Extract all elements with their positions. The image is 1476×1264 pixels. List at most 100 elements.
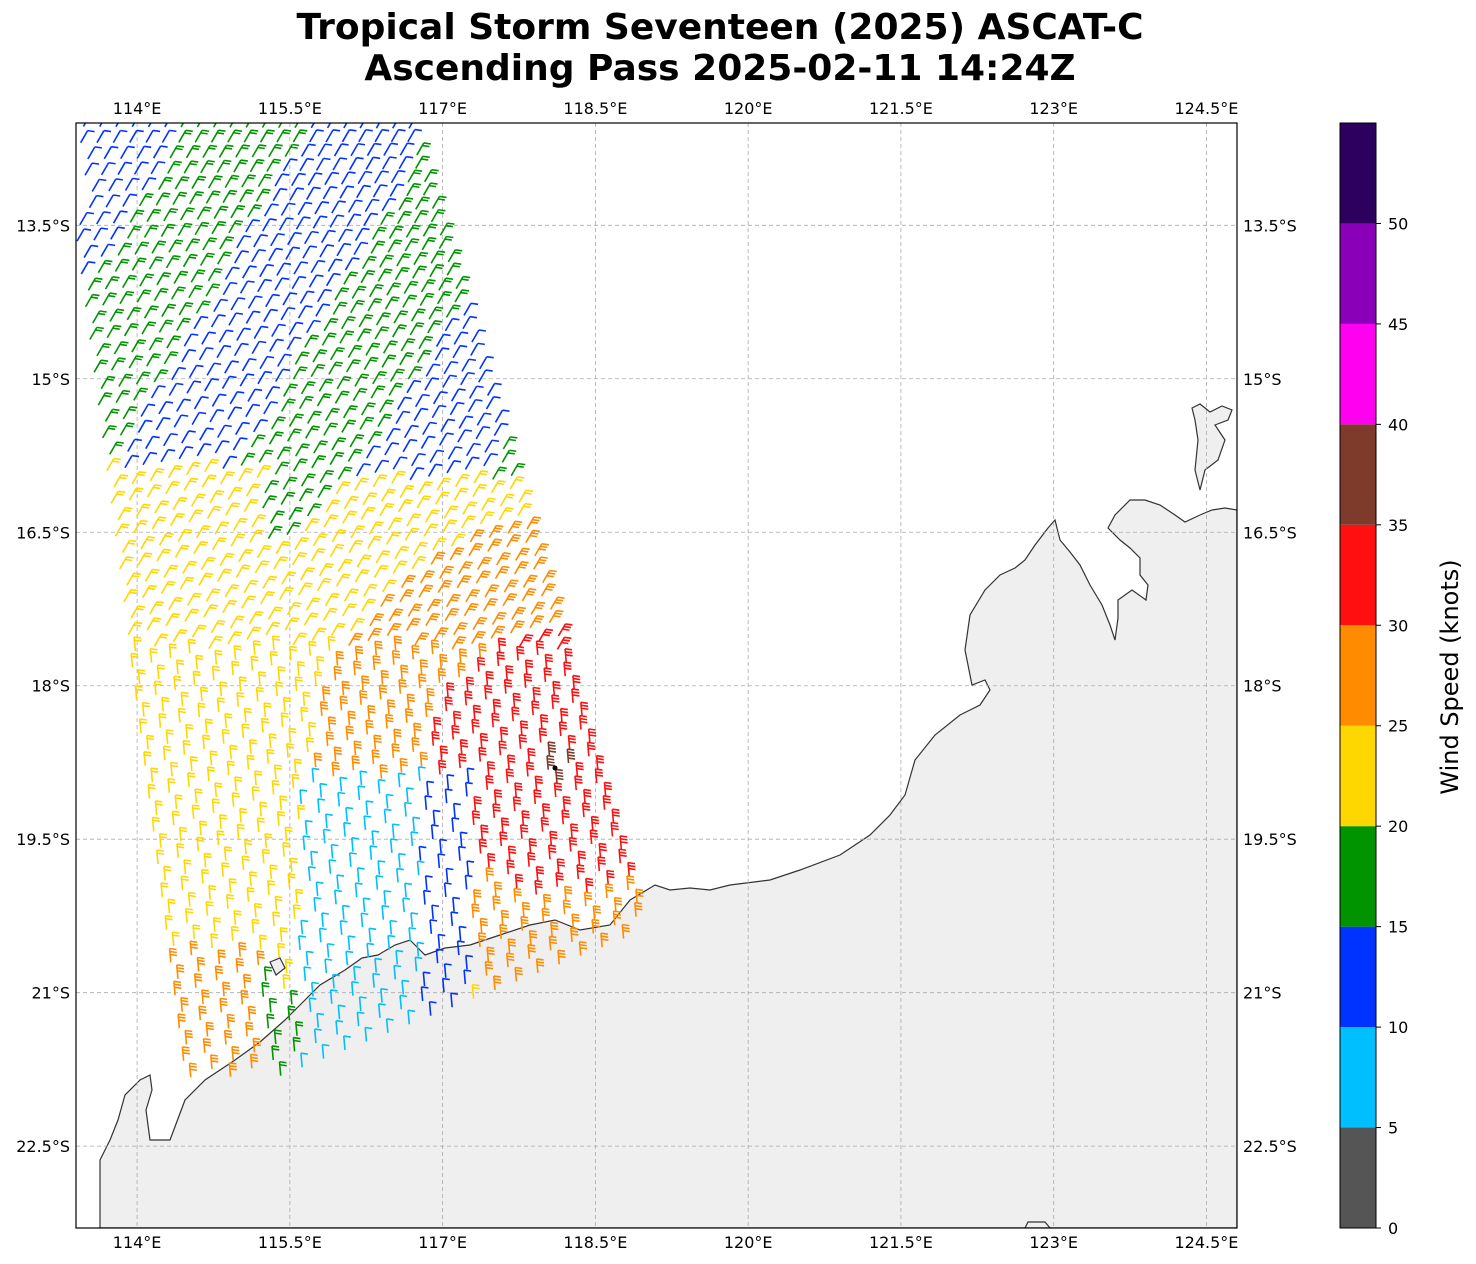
colorbar-bin [1340,524,1376,626]
wind-barb [148,337,164,351]
wind-barb [242,973,252,989]
wind-barb [209,750,218,766]
wind-barb [161,303,177,317]
wind-barb [251,144,267,158]
wind-barb [257,173,273,188]
wind-barb [165,612,181,627]
wind-barb [227,406,243,420]
wind-barb [193,972,203,988]
lat-tick-label: 13.5°S [16,216,70,235]
wind-barb [277,353,292,367]
wind-barb [570,927,579,942]
wind-barb [156,548,171,562]
wind-barb [479,732,489,748]
wind-barb [417,481,433,495]
wind-barb [483,597,498,612]
wind-barb [110,490,126,504]
wind-barb [300,706,309,722]
wind-barb [380,593,396,608]
wind-barb [141,177,157,191]
lon-tick-labels-bottom: 114°E 115.5°E 117°E 118.5°E 120°E 121.5°E 123°… [113,1233,1239,1252]
wind-barb [402,294,418,308]
wind-barb [380,669,390,685]
wind-barb [311,627,327,641]
wind-barb [414,632,430,646]
wind-barb [323,422,338,436]
wind-barb [162,745,172,761]
wind-barb [121,539,137,554]
wind-barb [408,926,417,942]
wind-barb [149,467,165,482]
wind-barb [122,193,138,207]
wind-barb [323,317,339,332]
lon-tick-label: 117°E [418,99,467,118]
wind-barb [211,393,227,407]
wind-barb [380,211,395,226]
wind-barb [309,129,324,143]
wind-barb [182,560,197,574]
wind-barb [446,593,461,608]
wind-barb [243,579,259,594]
wind-barb [419,292,435,307]
wind-barb [341,680,350,696]
wind-barb [443,882,452,898]
wind-barb [133,387,148,401]
wind-barb [156,664,165,680]
wind-barb [305,597,321,611]
lon-tick-label: 117°E [418,1233,467,1252]
wind-barb [154,500,170,514]
wind-barb [228,878,237,893]
wind-barb [443,963,452,978]
wind-barb [416,349,432,363]
wind-barb [439,745,449,761]
wind-barb [291,172,306,187]
wind-barb [246,626,262,640]
wind-barb [381,904,390,920]
wind-barb [492,466,507,480]
wind-barb [181,349,197,363]
wind-barb [219,681,228,697]
wind-barb [387,239,403,253]
wind-barb [425,509,440,523]
wind-barb [465,442,481,457]
wind-barb [88,194,104,209]
wind-barb [192,670,201,686]
wind-barb [150,767,159,783]
lon-tick-label: 120°E [724,99,773,118]
wind-barb [429,263,445,278]
wind-barb [262,218,277,232]
wind-barb [458,648,468,664]
wind-barb [168,596,183,611]
wind-barb [263,702,272,718]
wind-barb [280,712,289,728]
wind-barb [196,206,212,220]
wind-barb [395,949,404,965]
wind-barb [391,649,401,665]
wind-barb [395,410,411,425]
wind-barb [316,577,332,592]
wind-barb [374,640,383,656]
wind-barb [478,838,488,854]
wind-barb [383,889,392,905]
wind-barb [207,175,223,189]
wind-barb [522,574,538,588]
wind-barb [389,919,398,935]
wind-barb [333,143,349,157]
wind-barb [331,200,346,214]
wind-barb [305,186,321,200]
wind-barb [263,308,278,323]
wind-barb [598,842,607,858]
wind-barb [202,144,218,159]
wind-barb [160,223,176,237]
wind-barb [451,724,460,740]
wind-barb [79,129,95,144]
wind-barb [176,317,191,331]
wind-barb [300,143,316,157]
wind-barb [406,182,422,197]
wind-barb [430,250,446,264]
wind-barb [595,754,605,770]
wind-barb [241,723,250,739]
wind-barb [549,830,558,846]
wind-barb [348,632,363,646]
wind-barb [240,989,249,1005]
